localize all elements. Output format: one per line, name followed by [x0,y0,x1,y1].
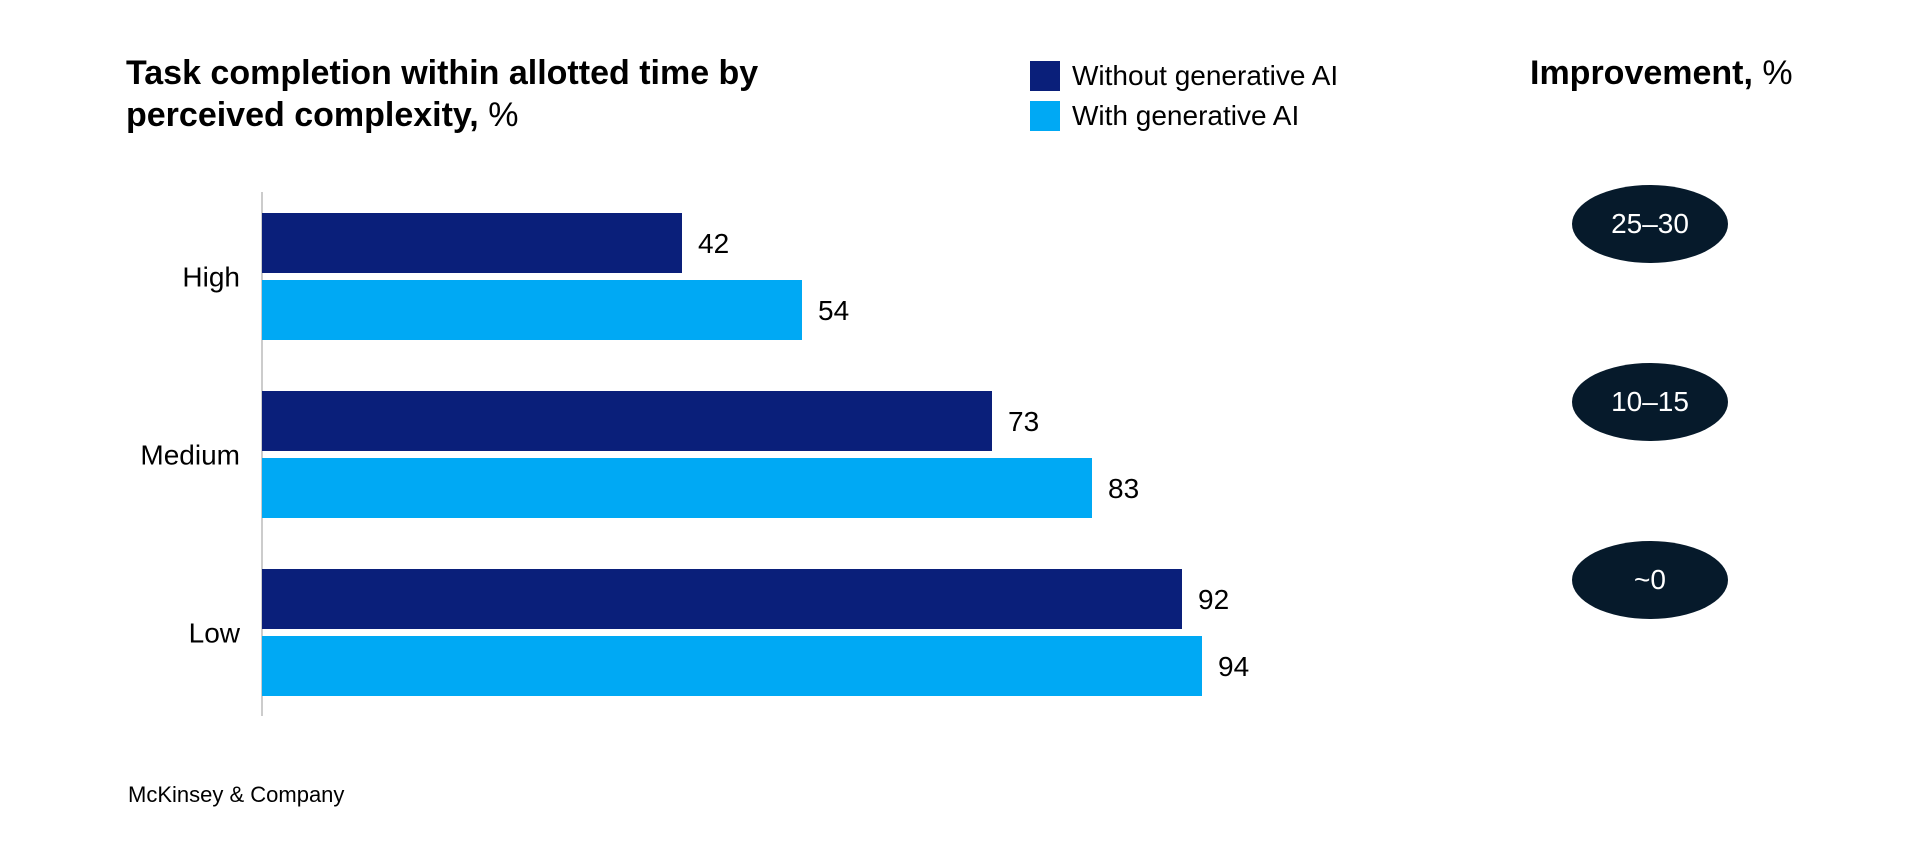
chart-title-unit: % [488,96,519,134]
legend-item-with: With generative AI [1030,96,1338,136]
bar-high-with [262,280,802,340]
bar-medium-without [262,391,992,451]
legend-label-with: With generative AI [1072,100,1300,131]
chart-title: Task completion within allotted time by … [126,52,826,136]
bar-low-with [262,636,1202,696]
improvement-title-text: Improvement, [1530,54,1753,92]
bar-medium-with [262,458,1092,518]
improvement-pill-medium: 10–15 [1572,363,1728,441]
category-label-low: Low [189,618,241,649]
value-label-medium-with: 83 [1108,473,1139,504]
source-label: McKinsey & Company [128,782,345,807]
legend-item-without: Without generative AI [1030,56,1338,96]
chart-title-text: Task completion within allotted time by … [126,54,759,134]
value-label-low-without: 92 [1198,584,1229,615]
bar-high-without [262,213,682,273]
legend-swatch-with [1030,101,1060,131]
legend-label-without: Without generative AI [1072,60,1339,91]
legend-swatch-without [1030,61,1060,91]
bar-low-without [262,569,1182,629]
value-label-high-without: 42 [698,228,729,259]
improvement-pill-low: ~0 [1572,541,1728,619]
category-label-high: High [182,262,240,293]
improvement-title: Improvement, % [1530,52,1793,94]
improvement-pill-high: 25–30 [1572,185,1728,263]
category-label-medium: Medium [140,440,240,471]
value-label-high-with: 54 [818,295,849,326]
value-label-low-with: 94 [1218,651,1249,682]
legend: Without generative AI With generative AI [1030,56,1338,136]
value-label-medium-without: 73 [1008,406,1039,437]
improvement-title-unit: % [1762,54,1793,92]
